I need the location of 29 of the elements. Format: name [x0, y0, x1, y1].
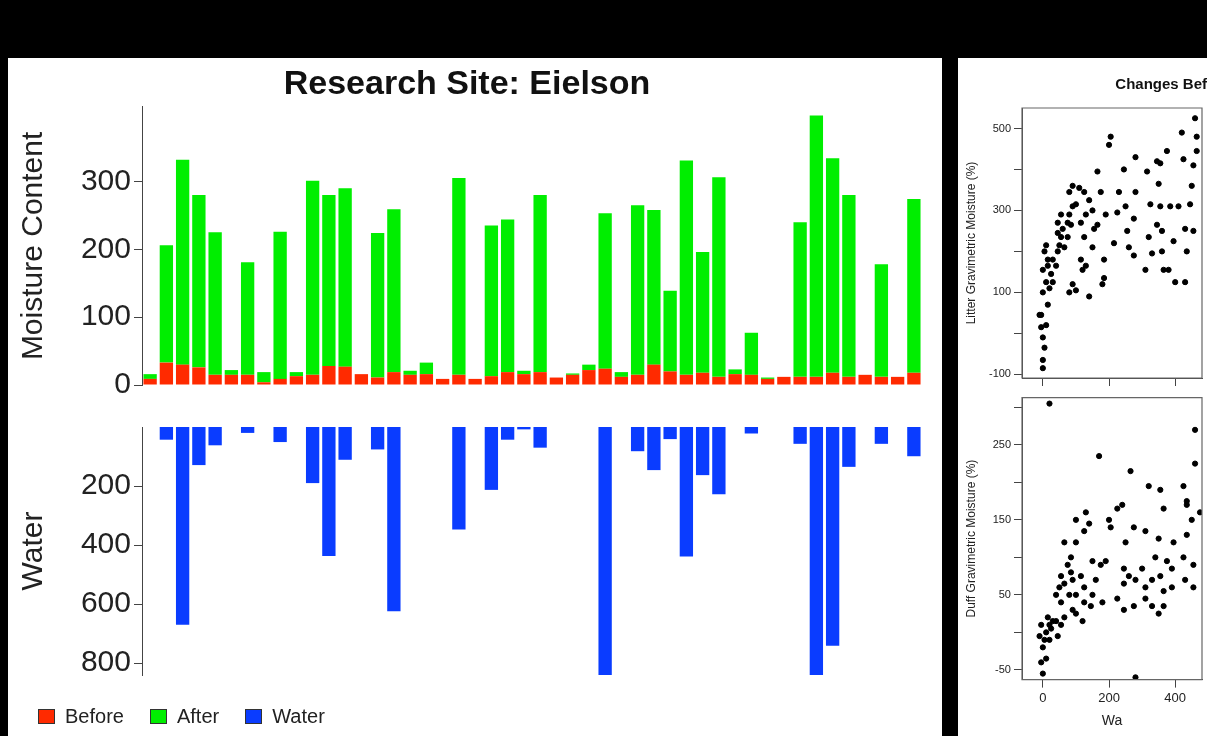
y-tick-label: 100: [80, 298, 131, 332]
legend-label: Water: [272, 704, 325, 728]
y-tick-label: 300: [992, 203, 1011, 216]
x-tick-label: 400: [1164, 689, 1187, 705]
y-tick-label: 100: [992, 285, 1011, 298]
x-tick-label: 0: [1039, 689, 1047, 705]
y-tick-label: 50: [998, 587, 1011, 600]
y-tick-label: 400: [80, 526, 131, 560]
y-tick-label: 600: [80, 585, 131, 619]
y-tick-label: 150: [992, 512, 1011, 525]
chart-title: Changes Bef: [1115, 75, 1207, 93]
x-tick-label: 200: [1098, 689, 1120, 705]
y-tick-label: -50: [995, 662, 1011, 675]
y-axis-title: Moisture Content: [15, 131, 49, 361]
y-axis-title: Duff Gravimetric Moisture (%): [963, 459, 978, 618]
x-axis-title: Wa: [1101, 712, 1123, 729]
legend-label: After: [176, 704, 220, 728]
y-tick-label: 300: [80, 162, 131, 196]
y-tick-label: 0: [114, 366, 131, 400]
chart-title: Research Site: Eielson: [283, 62, 651, 101]
y-tick-label: -100: [988, 367, 1011, 380]
y-tick-label: 800: [80, 644, 131, 678]
y-tick-label: 200: [80, 230, 131, 264]
y-tick-label: 250: [992, 437, 1011, 450]
y-axis-title: Litter Gravimetric Moisture (%): [963, 161, 978, 325]
y-axis-title: Water: [15, 511, 49, 591]
y-tick-label: 200: [80, 467, 131, 501]
legend-label: Before: [65, 704, 124, 728]
y-tick-label: 500: [992, 121, 1011, 134]
